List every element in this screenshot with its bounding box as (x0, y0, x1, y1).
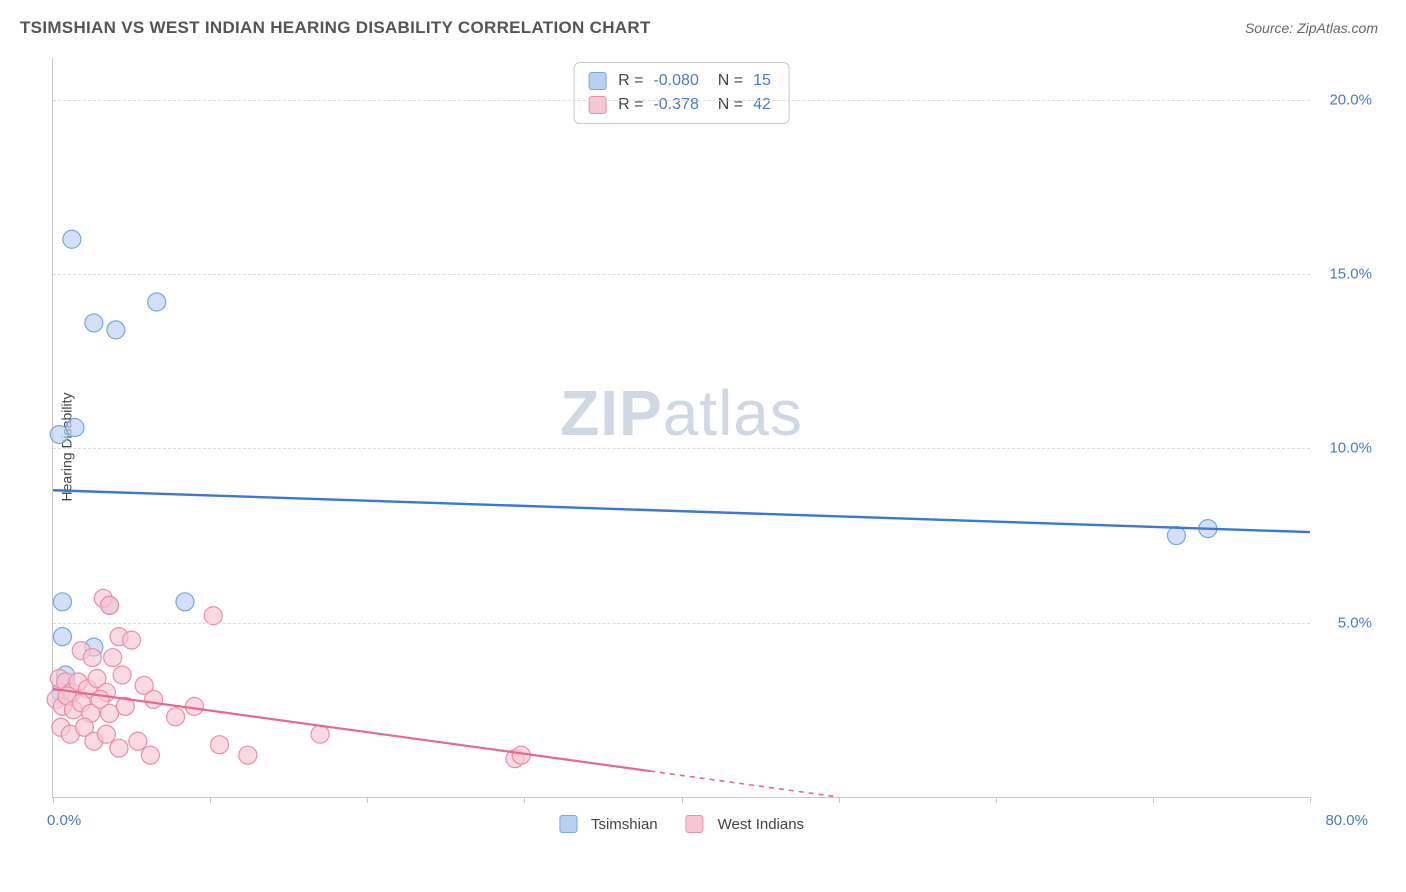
data-point (239, 746, 257, 764)
trend-line (650, 771, 839, 797)
x-tick (53, 797, 54, 803)
x-tick (210, 797, 211, 803)
plot-area: ZIPatlas R = -0.080 N = 15 R = -0.378 N … (52, 58, 1310, 798)
x-tick (1153, 797, 1154, 803)
gridline (53, 448, 1310, 449)
x-tick (367, 797, 368, 803)
data-point (311, 725, 329, 743)
chart-header: TSIMSHIAN VS WEST INDIAN HEARING DISABIL… (0, 0, 1406, 48)
data-point (104, 649, 122, 667)
x-tick (996, 797, 997, 803)
data-point (141, 746, 159, 764)
x-tick (839, 797, 840, 803)
chart-container: Hearing Disability ZIPatlas R = -0.080 N… (20, 58, 1386, 836)
data-point (167, 708, 185, 726)
y-tick-label: 10.0% (1329, 440, 1372, 457)
data-point (123, 631, 141, 649)
y-tick-label: 15.0% (1329, 266, 1372, 283)
data-point (85, 314, 103, 332)
x-tick-label: 80.0% (1325, 812, 1368, 829)
legend-label-2: West Indians (718, 816, 804, 833)
data-point (148, 293, 166, 311)
bottom-legend: Tsimshian West Indians (559, 815, 804, 833)
data-point (101, 596, 119, 614)
data-point (211, 736, 229, 754)
data-point (129, 732, 147, 750)
legend-item-1: Tsimshian (559, 815, 658, 833)
data-point (53, 593, 71, 611)
x-tick (682, 797, 683, 803)
legend-label-1: Tsimshian (591, 816, 658, 833)
gridline (53, 100, 1310, 101)
chart-source: Source: ZipAtlas.com (1245, 20, 1378, 36)
gridline (53, 274, 1310, 275)
data-point (107, 321, 125, 339)
data-point (110, 739, 128, 757)
x-tick (1310, 797, 1311, 803)
data-point (66, 419, 84, 437)
y-tick-label: 20.0% (1329, 91, 1372, 108)
plot-svg (53, 58, 1310, 797)
data-point (1167, 527, 1185, 545)
gridline (53, 623, 1310, 624)
data-point (185, 697, 203, 715)
data-point (83, 649, 101, 667)
data-point (63, 230, 81, 248)
data-point (113, 666, 131, 684)
chart-title: TSIMSHIAN VS WEST INDIAN HEARING DISABIL… (20, 18, 651, 38)
x-tick-label: 0.0% (47, 812, 81, 829)
data-point (53, 628, 71, 646)
legend-item-2: West Indians (686, 815, 804, 833)
data-point (97, 725, 115, 743)
data-point (176, 593, 194, 611)
data-point (145, 690, 163, 708)
trend-line (53, 490, 1310, 532)
legend-swatch-1 (559, 815, 577, 833)
legend-swatch-2 (686, 815, 704, 833)
y-tick-label: 5.0% (1338, 614, 1372, 631)
x-tick (524, 797, 525, 803)
